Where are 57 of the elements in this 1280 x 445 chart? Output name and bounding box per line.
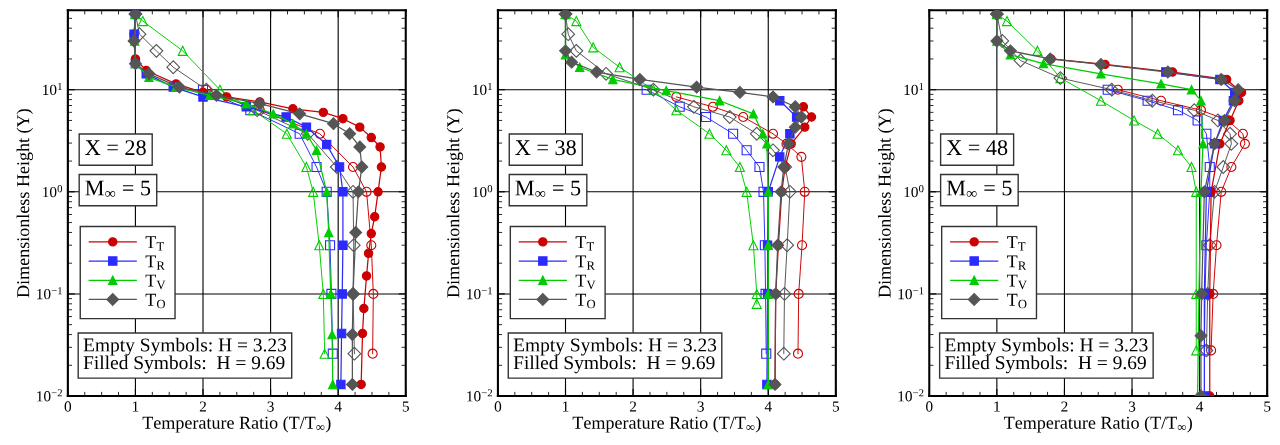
legend-label: T$_{R}$ — [1007, 255, 1027, 270]
x-tick-label: 5 — [402, 401, 409, 412]
x-tick-label: 4 — [334, 401, 342, 412]
y-tick-label: 10$^{0}$ — [473, 185, 493, 198]
x-tick-label: 2 — [629, 401, 637, 412]
annotation: M$_{∞}$ = 5 — [85, 180, 151, 197]
x-tick-label: 0 — [64, 401, 72, 412]
annotation: Empty Symbols: H = 3.23 Filled Symbols: H = 9.69 — [945, 337, 1148, 374]
annotation: X = 28 — [85, 140, 146, 156]
x-tick-label: 4 — [1196, 401, 1204, 412]
x-tick-label: 4 — [764, 401, 772, 412]
legend-label: T$_{V}$ — [145, 274, 166, 290]
y-tick-label: 10$^{0}$ — [43, 185, 63, 198]
y-tick-label: 10$^{−1}$ — [467, 287, 492, 300]
legend-label: T$_{T}$ — [145, 236, 164, 251]
x-tick-label: 1 — [994, 401, 1000, 412]
x-tick-label: 1 — [563, 401, 569, 412]
x-tick-label: 1 — [132, 401, 139, 412]
legend-label: T$_{V}$ — [1007, 274, 1027, 290]
legend-label: T$_{T}$ — [575, 236, 595, 251]
y-tick-label: 10$^{0}$ — [904, 185, 924, 198]
x-axis-title: Temperature Ratio (T/T$_{∞}$) — [142, 416, 331, 433]
y-tick-label: 10$^{−2}$ — [467, 389, 493, 402]
y-axis-title: Dimensionless Height (Y) — [878, 109, 895, 298]
legend-label: T$_{O}$ — [145, 293, 166, 309]
x-tick-label: 3 — [1128, 401, 1136, 412]
y-tick-label: 10$^{−1}$ — [37, 287, 62, 300]
x-axis-title: Temperature Ratio (T/T$_{∞}$) — [1004, 416, 1192, 433]
y-axis-title: Dimensionless Height (Y) — [16, 109, 34, 298]
x-tick-label: 2 — [1061, 401, 1068, 412]
x-tick-label: 5 — [1264, 401, 1271, 412]
x-tick-label: 3 — [697, 401, 704, 412]
legend-label: T$_{O}$ — [575, 293, 596, 309]
x-tick-label: 0 — [494, 401, 502, 412]
y-tick-label: 10$^{1}$ — [904, 82, 924, 96]
x-tick-label: 5 — [832, 401, 840, 412]
annotation: Empty Symbols: H = 3.23 Filled Symbols: H = 9.69 — [513, 337, 717, 374]
y-tick-label: 10$^{−2}$ — [37, 389, 62, 402]
x-axis-title: Temperature Ratio (T/T$_{∞}$) — [572, 416, 761, 433]
y-tick-label: 10$^{1}$ — [43, 82, 62, 96]
y-tick-label: 10$^{1}$ — [473, 82, 492, 96]
y-axis-title: Dimensionless Height (Y) — [446, 109, 464, 298]
annotation: Empty Symbols: H = 3.23 Filled Symbols: H = 9.69 — [83, 337, 287, 374]
legend-label: T$_{R}$ — [145, 255, 165, 270]
annotation: X = 38 — [515, 140, 576, 156]
annotation: X = 48 — [946, 140, 1008, 156]
x-tick-label: 0 — [926, 401, 933, 412]
annotation: M$_{∞}$ = 5 — [515, 180, 581, 197]
legend-label: T$_{V}$ — [575, 274, 596, 290]
annotation: M$_{∞}$ = 5 — [946, 180, 1012, 197]
legend-label: T$_{O}$ — [1007, 293, 1027, 309]
legend-label: T$_{R}$ — [575, 255, 595, 270]
y-tick-label: 10$^{−1}$ — [898, 287, 924, 300]
y-tick-label: 10$^{−2}$ — [898, 389, 924, 402]
x-tick-label: 2 — [199, 401, 206, 412]
x-tick-label: 3 — [267, 401, 274, 412]
legend-label: T$_{T}$ — [1007, 236, 1026, 251]
